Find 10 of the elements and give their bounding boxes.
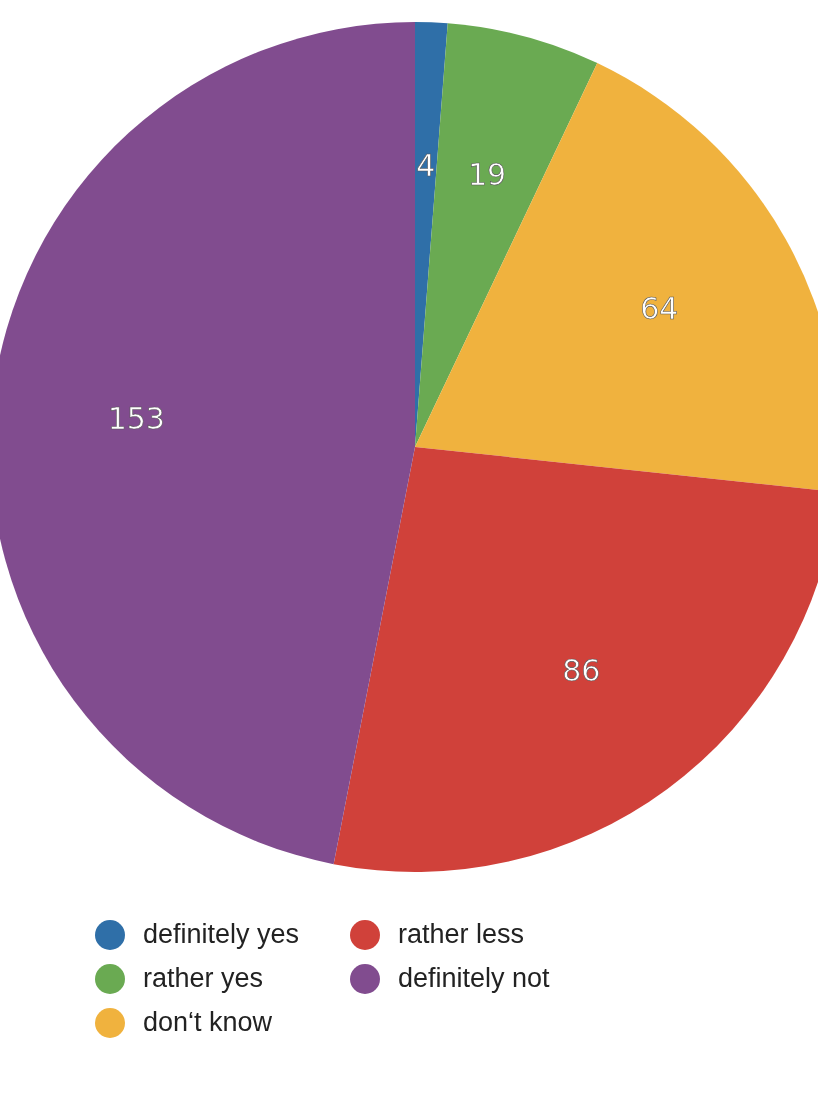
data-label: 86 (562, 653, 601, 689)
legend-label: rather yes (143, 963, 264, 993)
data-label: 19 (467, 157, 507, 193)
data-label: 64 (640, 291, 679, 327)
legend-label: don‘t know (143, 1007, 273, 1037)
data-label: 4 (416, 148, 436, 184)
legend-label: rather less (398, 919, 525, 949)
data-label: 153 (107, 401, 165, 437)
legend-label: definitely not (398, 963, 551, 993)
legend-label: definitely yes (143, 919, 300, 949)
